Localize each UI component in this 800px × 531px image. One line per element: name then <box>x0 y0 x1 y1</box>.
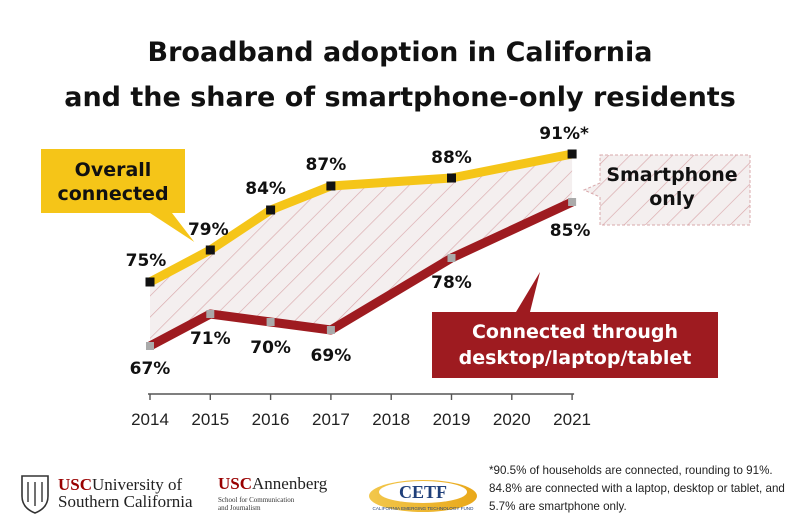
marker-desktop <box>568 198 577 206</box>
marker-desktop <box>206 310 215 318</box>
value-label-overall: 91%* <box>539 124 589 144</box>
footnote: *90.5% of households are connected, roun… <box>489 464 785 513</box>
x-tick-label: 2014 <box>131 410 169 429</box>
value-label-desktop: 71% <box>190 329 231 349</box>
x-axis: 2014 2015 2016 2017 2018 2019 2020 2021 <box>131 393 591 429</box>
marker-overall <box>205 245 215 255</box>
callout-overall-line-2: connected <box>57 183 168 205</box>
callout-desktop-box <box>432 272 718 378</box>
callout-smartphone-line-1: Smartphone <box>606 164 737 186</box>
value-label-overall: 79% <box>188 220 229 240</box>
x-tick-label: 2018 <box>372 410 410 429</box>
x-tick-label: 2019 <box>433 410 471 429</box>
callout-smartphone: Smartphone only <box>582 154 751 226</box>
marker-desktop <box>447 254 456 262</box>
markers <box>145 149 577 350</box>
marker-overall <box>266 205 276 215</box>
value-label-overall: 84% <box>245 179 286 199</box>
smartphone-only-area <box>150 154 573 346</box>
svg-text:CETF: CETF <box>399 482 447 502</box>
x-tick-label: 2016 <box>252 410 290 429</box>
value-label-desktop: 85% <box>550 221 591 241</box>
callout-desktop-line-1: Connected through <box>472 321 678 343</box>
value-label-overall: 75% <box>126 251 167 271</box>
x-tick-label: 2017 <box>312 410 350 429</box>
marker-overall <box>447 173 456 183</box>
value-label-overall: 87% <box>306 155 347 175</box>
cetf-emblem-icon: CETF CALIFORNIA EMERGING TECHNOLOGY FUND <box>369 480 477 512</box>
callout-desktop: Connected through desktop/laptop/tablet <box>432 272 718 378</box>
callout-overall-box <box>41 149 185 213</box>
marker-desktop <box>146 342 154 350</box>
marker-overall <box>145 277 155 287</box>
callout-overall-line-1: Overall <box>75 159 152 181</box>
annenberg-logo: USCAnnenberg School for Communication and… <box>218 474 328 512</box>
x-tick-label: 2020 <box>493 410 531 429</box>
callout-smartphone-box <box>582 154 751 226</box>
value-label-desktop: 70% <box>250 338 291 358</box>
callout-overall-pointer <box>150 213 195 242</box>
title-line-2: and the share of smartphone-only residen… <box>64 82 736 113</box>
usc-wordmark: USCUniversity of Southern California <box>58 475 193 511</box>
series-line-desktop <box>147 197 574 350</box>
chart-title: Broadband adoption in California and the… <box>0 30 800 120</box>
marker-desktop <box>326 326 335 334</box>
x-tick-label: 2015 <box>191 410 229 429</box>
marker-overall <box>326 181 336 191</box>
value-label-overall: 88% <box>431 148 472 168</box>
cetf-logo: CETF CALIFORNIA EMERGING TECHNOLOGY FUND <box>367 470 479 520</box>
x-tick-label: 2021 <box>553 410 591 429</box>
svg-text:CALIFORNIA EMERGING TECHNOLOGY: CALIFORNIA EMERGING TECHNOLOGY FUND <box>373 506 475 511</box>
value-label-desktop: 67% <box>130 359 171 379</box>
title-line-1: Broadband adoption in California <box>147 37 653 68</box>
usc-seal-icon <box>21 475 49 514</box>
callout-overall: Overall connected <box>41 149 195 242</box>
marker-desktop <box>266 318 275 326</box>
callout-desktop-line-2: desktop/laptop/tablet <box>459 347 692 369</box>
value-label-desktop: 69% <box>311 346 352 366</box>
series-line-overall <box>147 149 573 286</box>
callout-smartphone-line-2: only <box>649 188 695 210</box>
usc-logo: USCUniversity of Southern California <box>12 470 212 520</box>
marker-overall <box>567 149 577 159</box>
value-label-desktop: 78% <box>431 273 472 293</box>
value-labels: 75% 79% 84% 87% 88% 91%* 67% 71% 70% 69% 78% 85% <box>126 124 591 379</box>
